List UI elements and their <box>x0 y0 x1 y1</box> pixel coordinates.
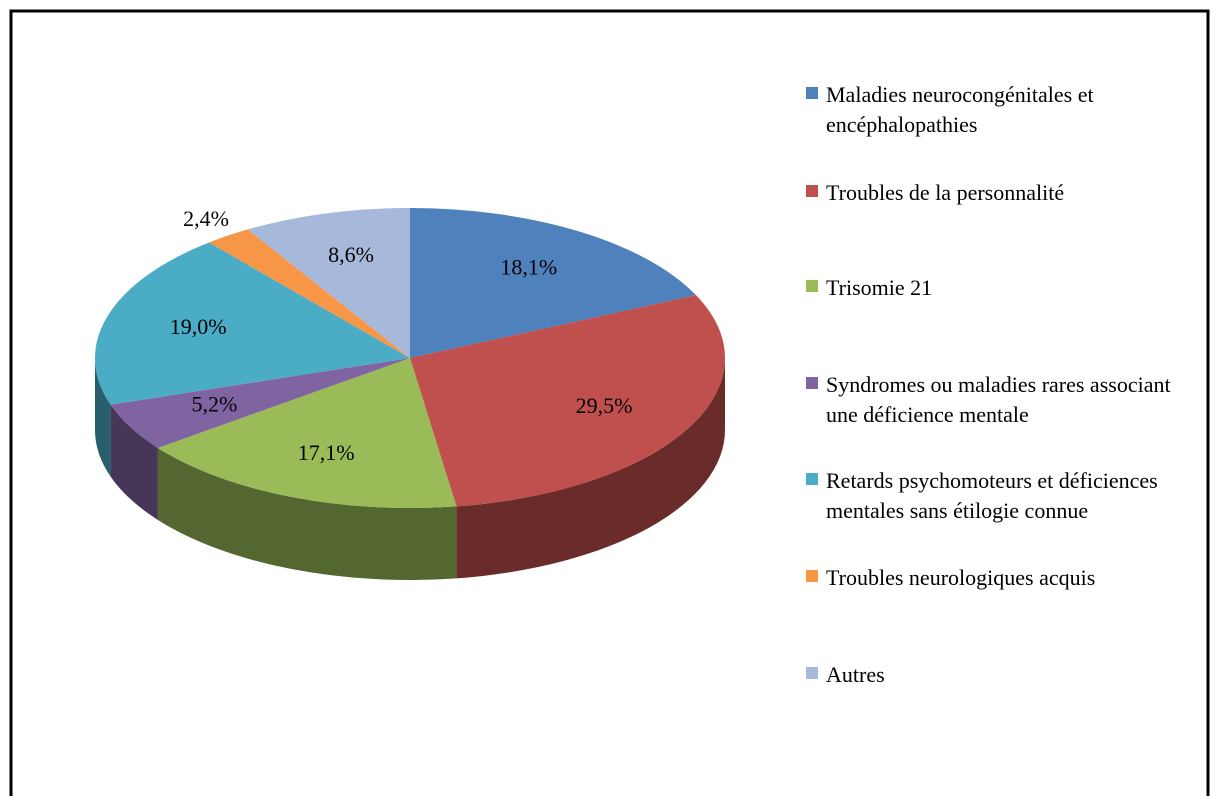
legend-label: Maladies neurocongénitales et encéphalop… <box>826 82 1094 137</box>
slice-top <box>95 242 411 405</box>
slice-top <box>410 208 697 358</box>
legend-item: Troubles de la personnalité <box>806 178 1196 208</box>
data-label: 18,1% <box>500 255 557 280</box>
data-label: 19,0% <box>170 314 227 339</box>
data-label: 29,5% <box>576 393 633 418</box>
slice-top <box>247 208 410 358</box>
legend-label: Trisomie 21 <box>826 275 933 300</box>
slice <box>410 208 697 358</box>
legend-label: Retards psychomoteurs et déficiences men… <box>826 468 1158 523</box>
slice-top <box>110 358 411 448</box>
legend-item: Retards psychomoteurs et déficiences men… <box>806 466 1196 526</box>
slice <box>157 358 457 580</box>
legend-item: Syndromes ou maladies rares associant un… <box>806 370 1196 430</box>
data-label: 17,1% <box>298 440 355 465</box>
slice-top <box>209 229 410 358</box>
slice <box>95 242 411 477</box>
frame <box>9 9 1210 796</box>
legend-swatch <box>806 280 818 292</box>
slice <box>247 208 410 358</box>
slice-top <box>410 295 726 507</box>
slice-side <box>157 447 457 580</box>
slice <box>110 358 411 520</box>
legend-label: Troubles neurologiques acquis <box>826 565 1096 590</box>
legend-item: Autres <box>806 660 1196 690</box>
data-label: 5,2% <box>191 391 237 416</box>
data-label: 2,4% <box>183 206 229 231</box>
legend-item: Trisomie 21 <box>806 273 1196 303</box>
legend-item: Maladies neurocongénitales et encéphalop… <box>806 80 1196 140</box>
slice-top <box>157 358 457 508</box>
legend-swatch <box>806 185 818 197</box>
slice-side <box>456 358 725 579</box>
legend-item: Troubles neurologiques acquis <box>806 563 1196 593</box>
slice-side <box>110 404 158 520</box>
legend-label: Troubles de la personnalité <box>826 180 1065 205</box>
slice <box>410 295 726 579</box>
legend-swatch <box>806 570 818 582</box>
slice-side <box>95 358 111 477</box>
legend-swatch <box>806 377 818 389</box>
legend-swatch <box>806 667 818 679</box>
data-label: 8,6% <box>328 242 374 267</box>
legend-swatch <box>806 87 818 99</box>
slice <box>209 229 410 358</box>
legend-label: Autres <box>826 662 885 687</box>
legend-label: Syndromes ou maladies rares associant un… <box>826 372 1171 427</box>
legend-swatch <box>806 473 818 485</box>
